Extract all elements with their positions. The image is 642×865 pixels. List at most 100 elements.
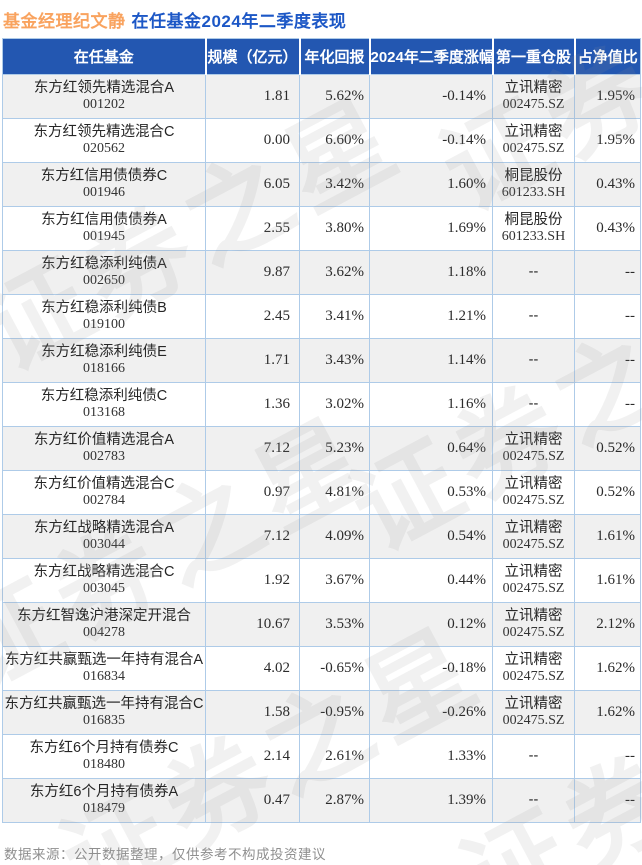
fund-cell: 东方红稳添利纯债A 002650 — [2, 250, 206, 295]
top-holding-name: -- — [528, 264, 539, 281]
pct-of-nav: 1.61% — [574, 558, 641, 603]
q2-change: 1.60% — [369, 162, 493, 207]
table-row: 东方红领先精选混合C 020562 0.00 6.60% -0.14% 立讯精密… — [2, 118, 641, 163]
pct-of-nav: 2.12% — [574, 602, 641, 647]
table-row: 东方红战略精选混合A 003044 7.12 4.09% 0.54% 立讯精密 … — [2, 514, 641, 559]
annualized-return: 5.62% — [299, 74, 370, 119]
annualized-return: 3.02% — [299, 382, 370, 427]
table-row: 东方红信用债债券C 001946 6.05 3.42% 1.60% 桐昆股份 6… — [2, 162, 641, 207]
q2-change: 0.44% — [369, 558, 493, 603]
table-row: 东方红信用债债券A 001945 2.55 3.80% 1.69% 桐昆股份 6… — [2, 206, 641, 251]
top-holding-code: 601233.SH — [501, 229, 566, 245]
fund-name: 东方红价值精选混合C — [33, 476, 175, 493]
pct-of-nav: 1.95% — [574, 118, 641, 163]
top-holding-cell: -- — [492, 294, 575, 339]
data-source-note: 数据来源：公开数据整理，仅供参考不构成投资建议 — [4, 847, 326, 862]
top-holding-code: 002475.SZ — [502, 537, 565, 553]
q2-change: -0.14% — [369, 74, 493, 119]
top-holding-code: 002475.SZ — [502, 581, 565, 597]
fund-scale: 0.47 — [205, 778, 300, 823]
top-holding-cell: 桐昆股份 601233.SH — [492, 162, 575, 207]
table-row: 东方红6个月持有债券A 018479 0.47 2.87% 1.39% -- -… — [2, 778, 641, 823]
column-header-annualized-return: 年化回报 — [298, 38, 370, 75]
fund-code: 013168 — [83, 405, 125, 421]
fund-name: 东方红战略精选混合C — [33, 564, 175, 581]
fund-code: 002783 — [83, 449, 125, 465]
fund-scale: 6.05 — [205, 162, 300, 207]
top-holding-cell: 立讯精密 002475.SZ — [492, 690, 575, 735]
pct-of-nav: 1.62% — [574, 646, 641, 691]
column-header-fund: 在任基金 — [2, 38, 206, 75]
top-holding-name: -- — [528, 352, 539, 369]
manager-name: 基金经理纪文静 — [3, 12, 126, 31]
pct-of-nav: -- — [574, 338, 641, 383]
top-holding-code: 002475.SZ — [502, 713, 565, 729]
fund-code: 003044 — [83, 537, 125, 553]
fund-cell: 东方红战略精选混合A 003044 — [2, 514, 206, 559]
fund-cell: 东方红智逸沪港深定开混合 004278 — [2, 602, 206, 647]
fund-cell: 东方红稳添利纯债C 013168 — [2, 382, 206, 427]
fund-scale: 4.02 — [205, 646, 300, 691]
pct-of-nav: -- — [574, 250, 641, 295]
fund-scale: 1.58 — [205, 690, 300, 735]
annualized-return: -0.65% — [299, 646, 370, 691]
fund-name: 东方红价值精选混合A — [33, 432, 175, 449]
fund-scale: 1.36 — [205, 382, 300, 427]
report-subtitle: 在任基金2024年二季度表现 — [131, 12, 347, 31]
top-holding-cell: 立讯精密 002475.SZ — [492, 646, 575, 691]
fund-cell: 东方红稳添利纯债B 019100 — [2, 294, 206, 339]
top-holding-code: 601233.SH — [501, 185, 566, 201]
fund-cell: 东方红共赢甄选一年持有混合C 016835 — [2, 690, 206, 735]
top-holding-code: 002475.SZ — [502, 97, 565, 113]
pct-of-nav: 0.52% — [574, 426, 641, 471]
table-row: 东方红稳添利纯债E 018166 1.71 3.43% 1.14% -- -- — [2, 338, 641, 383]
column-header-q2-change: 2024年二季度涨幅 — [368, 38, 493, 75]
top-holding-cell: 立讯精密 002475.SZ — [492, 118, 575, 163]
q2-change: 0.53% — [369, 470, 493, 515]
fund-name: 东方红共赢甄选一年持有混合A — [4, 652, 204, 669]
annualized-return: -0.95% — [299, 690, 370, 735]
annualized-return: 3.43% — [299, 338, 370, 383]
top-holding-name: 立讯精密 — [504, 476, 563, 493]
fund-code: 001945 — [83, 229, 125, 245]
annualized-return: 3.67% — [299, 558, 370, 603]
q2-change: 0.64% — [369, 426, 493, 471]
fund-scale: 9.87 — [205, 250, 300, 295]
pct-of-nav: -- — [574, 294, 641, 339]
annualized-return: 3.80% — [299, 206, 370, 251]
column-header-scale: 规模（亿元） — [204, 38, 300, 75]
top-holding-code: 002475.SZ — [502, 625, 565, 641]
q2-change: -0.18% — [369, 646, 493, 691]
fund-name: 东方红稳添利纯债B — [41, 300, 167, 317]
fund-scale: 2.14 — [205, 734, 300, 779]
fund-name: 东方红稳添利纯债C — [40, 388, 168, 405]
fund-code: 002650 — [83, 273, 125, 289]
fund-code: 020562 — [83, 141, 125, 157]
fund-scale: 0.97 — [205, 470, 300, 515]
top-holding-cell: -- — [492, 382, 575, 427]
top-holding-cell: 立讯精密 002475.SZ — [492, 558, 575, 603]
fund-code: 001946 — [83, 185, 125, 201]
top-holding-name: 立讯精密 — [504, 124, 563, 141]
fund-name: 东方红领先精选混合A — [33, 80, 175, 97]
top-holding-name: -- — [528, 308, 539, 325]
table-row: 东方红智逸沪港深定开混合 004278 10.67 3.53% 0.12% 立讯… — [2, 602, 641, 647]
fund-code: 016835 — [83, 713, 125, 729]
q2-change: 1.69% — [369, 206, 493, 251]
top-holding-cell: 立讯精密 002475.SZ — [492, 470, 575, 515]
fund-name: 东方红领先精选混合C — [33, 124, 175, 141]
annualized-return: 4.81% — [299, 470, 370, 515]
q2-change: -0.14% — [369, 118, 493, 163]
fund-scale: 7.12 — [205, 514, 300, 559]
top-holding-cell: 立讯精密 002475.SZ — [492, 426, 575, 471]
annualized-return: 6.60% — [299, 118, 370, 163]
top-holding-name: 立讯精密 — [504, 564, 563, 581]
fund-cell: 东方红价值精选混合C 002784 — [2, 470, 206, 515]
top-holding-name: 立讯精密 — [504, 520, 563, 537]
fund-code: 019100 — [83, 317, 125, 333]
table-row: 东方红稳添利纯债B 019100 2.45 3.41% 1.21% -- -- — [2, 294, 641, 339]
fund-cell: 东方红共赢甄选一年持有混合A 016834 — [2, 646, 206, 691]
top-holding-cell: -- — [492, 734, 575, 779]
top-holding-code: 002475.SZ — [502, 669, 565, 685]
fund-code: 001202 — [83, 97, 125, 113]
